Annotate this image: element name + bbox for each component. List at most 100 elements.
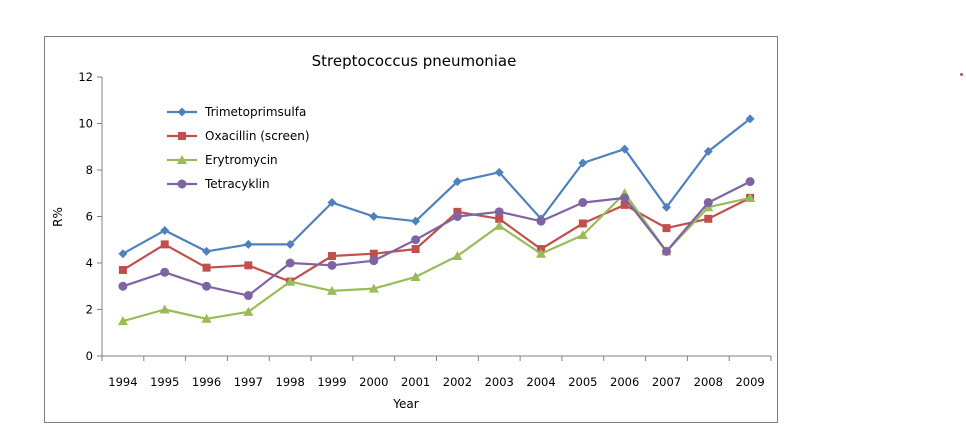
data-point	[118, 265, 127, 274]
series-line	[122, 180, 751, 297]
x-tick-label: 1997	[234, 375, 263, 389]
legend-label: Trimetoprimsulfa	[204, 105, 306, 119]
data-point	[745, 192, 756, 202]
series-line	[122, 196, 751, 283]
data-point	[411, 235, 421, 245]
x-tick-label: 2005	[568, 375, 597, 389]
legend-item: Trimetoprimsulfa	[167, 105, 306, 119]
data-point	[495, 214, 504, 223]
legend-item: Oxacillin (screen)	[167, 129, 310, 143]
data-point	[452, 177, 462, 187]
series-3	[117, 188, 756, 326]
legend-label: Tetracyklin	[204, 177, 270, 191]
data-point	[117, 316, 128, 326]
data-point	[745, 177, 755, 187]
y-tick-label: 6	[86, 210, 93, 224]
series-1	[118, 114, 755, 259]
series-line	[122, 192, 751, 323]
data-point	[202, 263, 211, 272]
data-point	[661, 202, 671, 212]
axes: 0 2 4 6 8 10 12 1994 1995 1996 1997 1998 1999 2000 200…	[78, 70, 772, 389]
data-point	[494, 167, 504, 177]
line-chart: Streptococcus pneumoniae R% Year 0 2 4 6 8 10…	[51, 52, 772, 411]
data-point	[452, 212, 462, 221]
data-point	[410, 271, 421, 281]
data-point	[536, 248, 547, 258]
legend-label: Erytromycin	[205, 153, 278, 167]
data-point	[494, 207, 504, 217]
data-point	[368, 283, 379, 293]
data-point	[662, 224, 671, 233]
data-point	[160, 267, 170, 277]
data-point	[244, 261, 253, 270]
y-tick-label: 2	[86, 303, 93, 317]
y-tick-label: 8	[86, 163, 93, 177]
red-dot	[960, 73, 963, 76]
data-point	[159, 304, 170, 314]
x-tick-label: 2009	[735, 375, 764, 389]
data-point	[118, 249, 128, 259]
data-point	[452, 251, 463, 261]
data-point	[369, 249, 378, 258]
series-line	[122, 117, 751, 255]
x-tick-label: 2003	[485, 375, 514, 389]
data-point	[118, 281, 128, 291]
data-point	[369, 256, 379, 266]
legend-item: Erytromycin	[167, 153, 278, 167]
x-tick-label: 2004	[526, 375, 555, 389]
x-tick-label: 1995	[150, 375, 179, 389]
data-point	[243, 239, 253, 249]
legend-marker	[178, 132, 186, 140]
series-4	[118, 177, 755, 301]
x-tick-label: 1996	[192, 375, 221, 389]
data-point	[536, 216, 546, 226]
data-point	[703, 146, 713, 156]
x-tick-label: 1999	[317, 375, 346, 389]
data-point	[285, 239, 295, 249]
y-tick-label: 10	[78, 117, 93, 131]
legend-marker	[177, 107, 187, 117]
data-point	[327, 260, 337, 270]
x-tick-label: 2000	[359, 375, 388, 389]
data-point	[202, 281, 212, 291]
x-tick-label: 2007	[652, 375, 681, 389]
data-point	[661, 246, 671, 256]
data-point	[620, 193, 630, 203]
x-tick-label: 2002	[443, 375, 472, 389]
data-point	[202, 246, 212, 256]
data-point	[578, 158, 588, 168]
x-tick-label: 2001	[401, 375, 430, 389]
data-point	[369, 212, 379, 221]
x-axis-title: Year	[392, 397, 418, 411]
y-tick-label: 4	[86, 256, 93, 270]
data-point	[411, 216, 421, 226]
data-point	[620, 144, 630, 154]
data-point	[160, 240, 169, 249]
y-axis-title: R%	[51, 207, 65, 227]
data-point	[411, 245, 420, 254]
data-point	[620, 200, 629, 209]
data-point	[578, 219, 587, 228]
x-tick-label: 2006	[610, 375, 639, 389]
data-point	[326, 285, 337, 295]
legend-marker	[177, 179, 187, 189]
data-point	[285, 258, 295, 268]
legend-marker	[177, 155, 187, 164]
x-tick-label: 2008	[694, 375, 723, 389]
data-point	[745, 114, 755, 124]
chart-frame: Streptococcus pneumoniae R% Year 0 2 4 6 8 10…	[44, 36, 778, 423]
data-point	[577, 230, 588, 240]
chart-title: Streptococcus pneumoniae	[312, 52, 517, 70]
y-tick-label: 12	[78, 70, 93, 84]
data-point	[704, 214, 713, 223]
data-point	[285, 276, 296, 286]
data-point	[494, 220, 505, 230]
data-point	[201, 313, 212, 323]
x-tick-label: 1998	[276, 375, 305, 389]
legend-label: Oxacillin (screen)	[205, 129, 310, 143]
series-layer	[117, 114, 756, 326]
data-point	[243, 306, 254, 316]
data-point	[243, 291, 253, 301]
legend-item: Tetracyklin	[167, 177, 270, 191]
data-point	[578, 198, 588, 208]
